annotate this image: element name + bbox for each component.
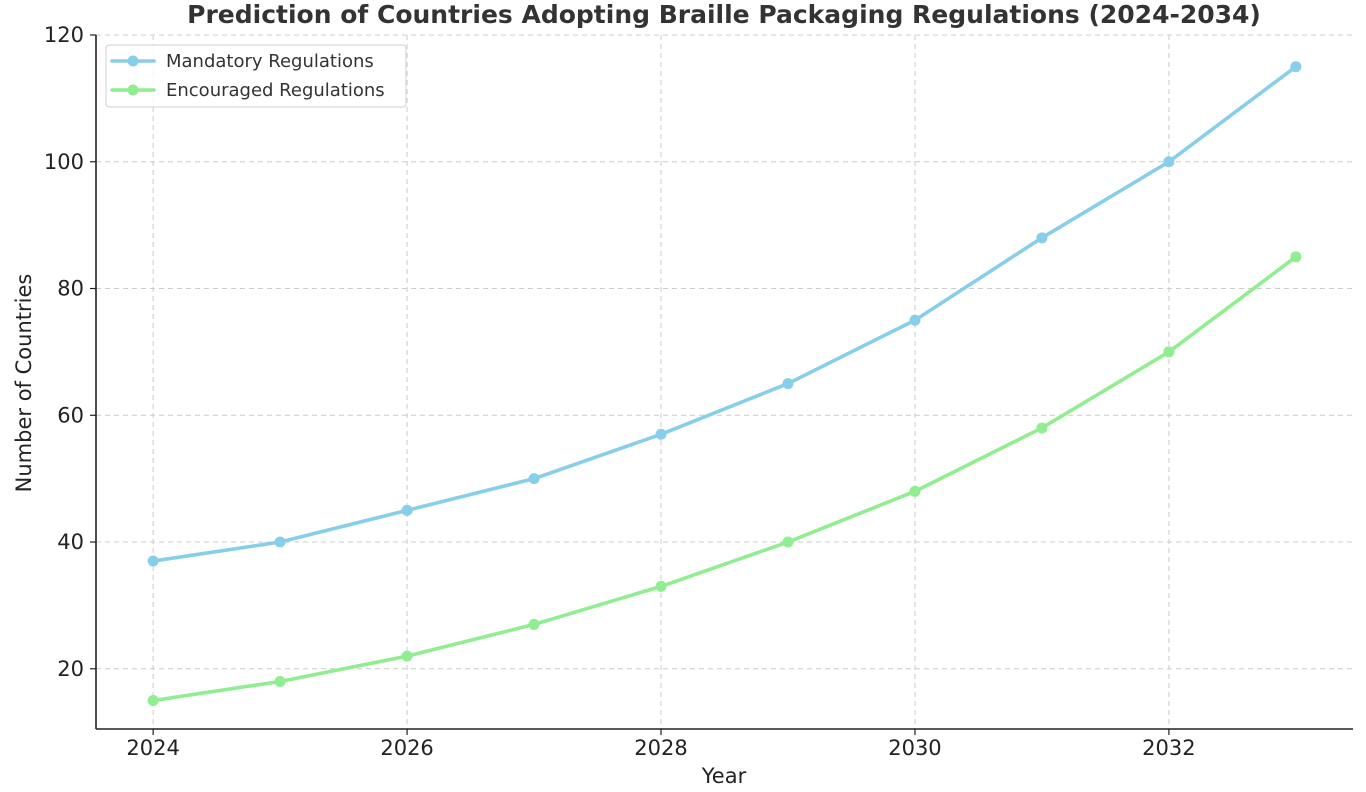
data-point [909,314,921,326]
data-point [1163,346,1175,358]
legend: Mandatory Regulations Encouraged Regulati… [105,44,407,108]
data-point [274,536,286,548]
y-tick-label: 20 [57,657,84,681]
y-tick-label: 80 [57,277,84,301]
x-tick-label: 2030 [888,736,941,760]
legend-label: Encouraged Regulations [166,80,385,101]
x-tick-label: 2028 [634,736,687,760]
tick-labels: 2024 2026 2028 2030 2032 20 40 60 80 100 120 [44,23,1196,760]
legend-swatch-marker [127,84,139,96]
series-2 [147,251,1302,706]
series-line [151,64,1298,563]
data-point [655,580,667,592]
axes [90,34,1353,735]
y-tick-label: 40 [57,530,84,554]
chart-title: Prediction of Countries Adopting Braille… [187,0,1261,29]
data-point [528,473,540,485]
data-point [909,485,921,497]
x-tick-label: 2024 [126,736,179,760]
data-point [1036,422,1048,434]
data-point [1036,232,1048,244]
data-point [401,650,413,662]
data-point [1163,156,1175,168]
data-point [655,428,667,440]
data-point [1290,251,1302,263]
data-point [782,536,794,548]
legend-item: Mandatory Regulations [110,51,374,72]
y-tick-label: 120 [44,23,84,47]
legend-box [105,44,407,108]
y-tick-label: 60 [57,403,84,427]
y-axis-label: Number of Countries [12,274,36,493]
data-point [274,675,286,687]
data-point [147,694,159,706]
x-tick-label: 2032 [1142,736,1195,760]
series-line [151,255,1298,703]
grid [96,34,1353,729]
data-point [147,555,159,567]
x-tick-label: 2026 [380,736,433,760]
legend-label: Mandatory Regulations [166,51,374,72]
data-point [401,504,413,516]
legend-item: Encouraged Regulations [110,80,385,101]
data-point [1290,61,1302,73]
y-tick-label: 100 [44,150,84,174]
data-point [528,618,540,630]
data-point [782,378,794,390]
series-1 [147,61,1302,567]
series-layer [147,61,1302,706]
x-axis-label: Year [701,764,747,788]
legend-swatch-marker [127,55,139,67]
